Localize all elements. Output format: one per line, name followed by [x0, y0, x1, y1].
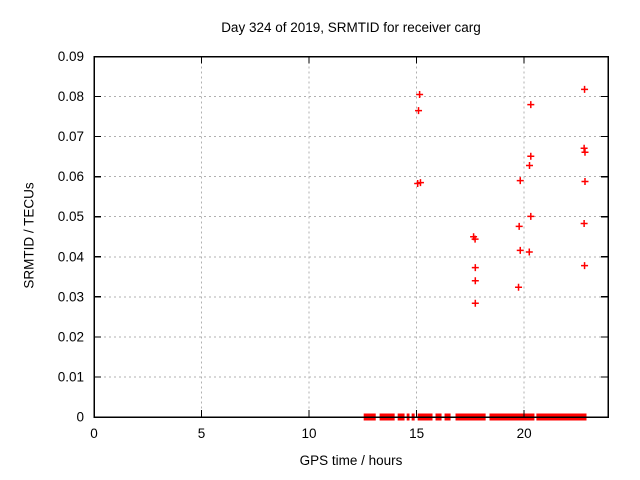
data-point-plus-marker — [525, 248, 533, 256]
data-point-plus-marker — [471, 277, 479, 285]
data-point-plus-marker — [527, 101, 535, 109]
y-tick-label: 0.07 — [58, 129, 84, 144]
data-point-plus-marker — [526, 161, 534, 169]
y-tick-label: 0 — [76, 410, 84, 425]
data-point-plus-marker — [580, 144, 588, 152]
y-tick-label: 0.01 — [58, 369, 84, 384]
data-point-plus-marker — [516, 246, 524, 254]
data-point-plus-marker — [471, 299, 479, 307]
data-point-plus-marker — [527, 212, 535, 220]
data-point-plus-marker — [580, 220, 588, 228]
y-tick-label: 0.08 — [58, 89, 84, 104]
y-tick-label: 0.06 — [58, 169, 84, 184]
plot-border — [93, 55, 609, 418]
y-tick-label: 0.05 — [58, 209, 84, 224]
data-point-plus-marker — [471, 235, 479, 243]
data-point-plus-marker — [415, 107, 423, 115]
data-point-plus-marker — [515, 283, 523, 291]
data-point-plus-marker — [581, 177, 589, 185]
data-point-plus-marker — [515, 222, 523, 230]
data-point-plus-marker — [581, 85, 589, 93]
data-point-plus-marker — [581, 148, 589, 156]
data-point-plus-marker — [471, 264, 479, 272]
y-tick-label: 0.04 — [58, 249, 85, 264]
data-point-plus-marker — [527, 152, 535, 160]
x-tick-label: 20 — [517, 426, 532, 441]
y-tick-label: 0.02 — [58, 329, 84, 344]
chart-title: Day 324 of 2019, SRMTID for receiver car… — [221, 20, 481, 35]
x-tick-label: 0 — [90, 426, 98, 441]
x-tick-label: 10 — [302, 426, 317, 441]
y-tick-label: 0.09 — [58, 49, 84, 64]
x-tick-label: 15 — [409, 426, 424, 441]
x-axis-label: GPS time / hours — [299, 453, 403, 468]
data-point-plus-marker — [416, 179, 424, 187]
x-tick-label: 5 — [198, 426, 206, 441]
data-point-plus-marker — [581, 262, 589, 270]
y-tick-label: 0.03 — [58, 289, 84, 304]
data-point-plus-marker — [516, 177, 524, 185]
data-point-plus-marker — [416, 91, 424, 99]
